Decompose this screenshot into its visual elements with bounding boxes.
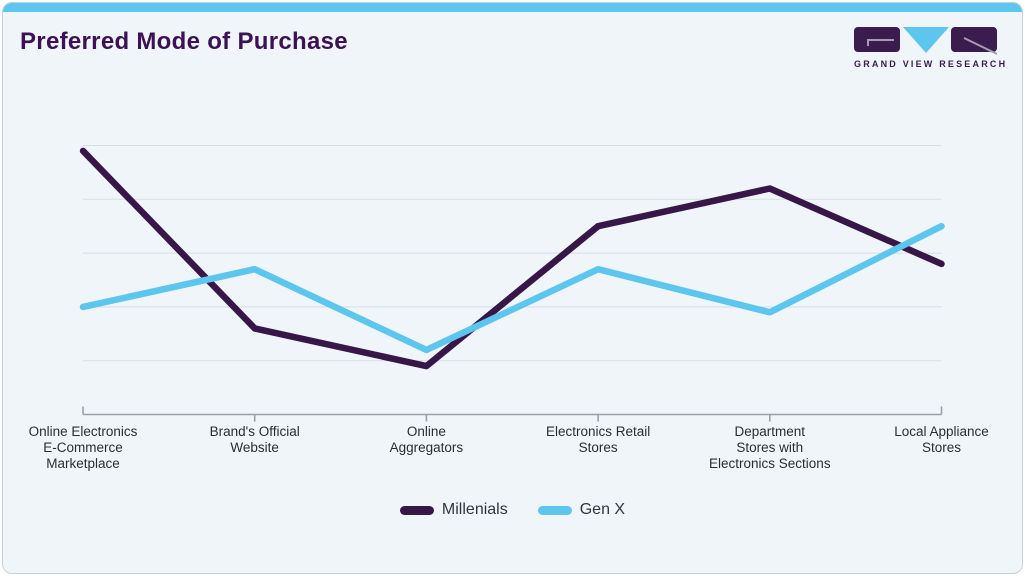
gvr-logo: GRAND VIEW RESEARCH	[854, 27, 1008, 69]
card-accent-bar	[3, 3, 1022, 12]
legend-item-millenials: Millenials	[399, 501, 508, 519]
legend-swatch-genx	[537, 505, 572, 515]
chart-legend: Millenials Gen X	[0, 501, 1025, 519]
logo-g-glyph-icon	[867, 39, 894, 46]
x-axis-label: Online Aggregators	[389, 424, 464, 455]
legend-item-genx: Gen X	[537, 501, 626, 519]
x-axis-label: Local Appliance Stores	[894, 424, 989, 455]
logo-brand-text: GRAND VIEW RESEARCH	[854, 59, 1008, 69]
logo-r-block-icon	[951, 27, 997, 52]
x-axis-label: Brand's Official Website	[209, 424, 300, 455]
legend-swatch-millenials	[399, 505, 434, 515]
x-axis-label: Online Electronics E-Commerce Marketplac…	[28, 424, 138, 471]
chart-title: Preferred Mode of Purchase	[20, 28, 348, 55]
gvr-logo-mark	[854, 27, 997, 55]
legend-label-millenials: Millenials	[441, 501, 508, 518]
x-axis-label: Electronics Retail Stores	[545, 424, 651, 455]
legend-label-genx: Gen X	[579, 501, 626, 518]
logo-v-triangle-icon	[903, 27, 949, 53]
x-axis-label: Department Stores with Electronics Secti…	[709, 424, 831, 471]
logo-r-glyph-icon	[963, 37, 997, 55]
